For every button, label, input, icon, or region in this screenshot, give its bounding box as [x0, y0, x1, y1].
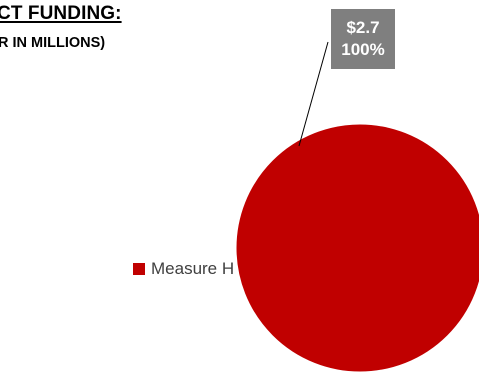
pie-slice-measure-h — [235, 123, 479, 373]
data-label-percent: 100% — [341, 40, 385, 59]
chart-subtitle: R IN MILLIONS) — [0, 35, 106, 51]
chart-title: CT FUNDING: — [0, 3, 122, 24]
legend: Measure H — [133, 259, 234, 279]
data-label-value: $2.7 — [346, 18, 380, 37]
data-label-measure-h: $2.7 100% — [330, 8, 396, 70]
leader-line — [298, 41, 329, 147]
legend-label-measure-h: Measure H — [151, 259, 235, 278]
legend-swatch-measure-h — [133, 263, 145, 275]
